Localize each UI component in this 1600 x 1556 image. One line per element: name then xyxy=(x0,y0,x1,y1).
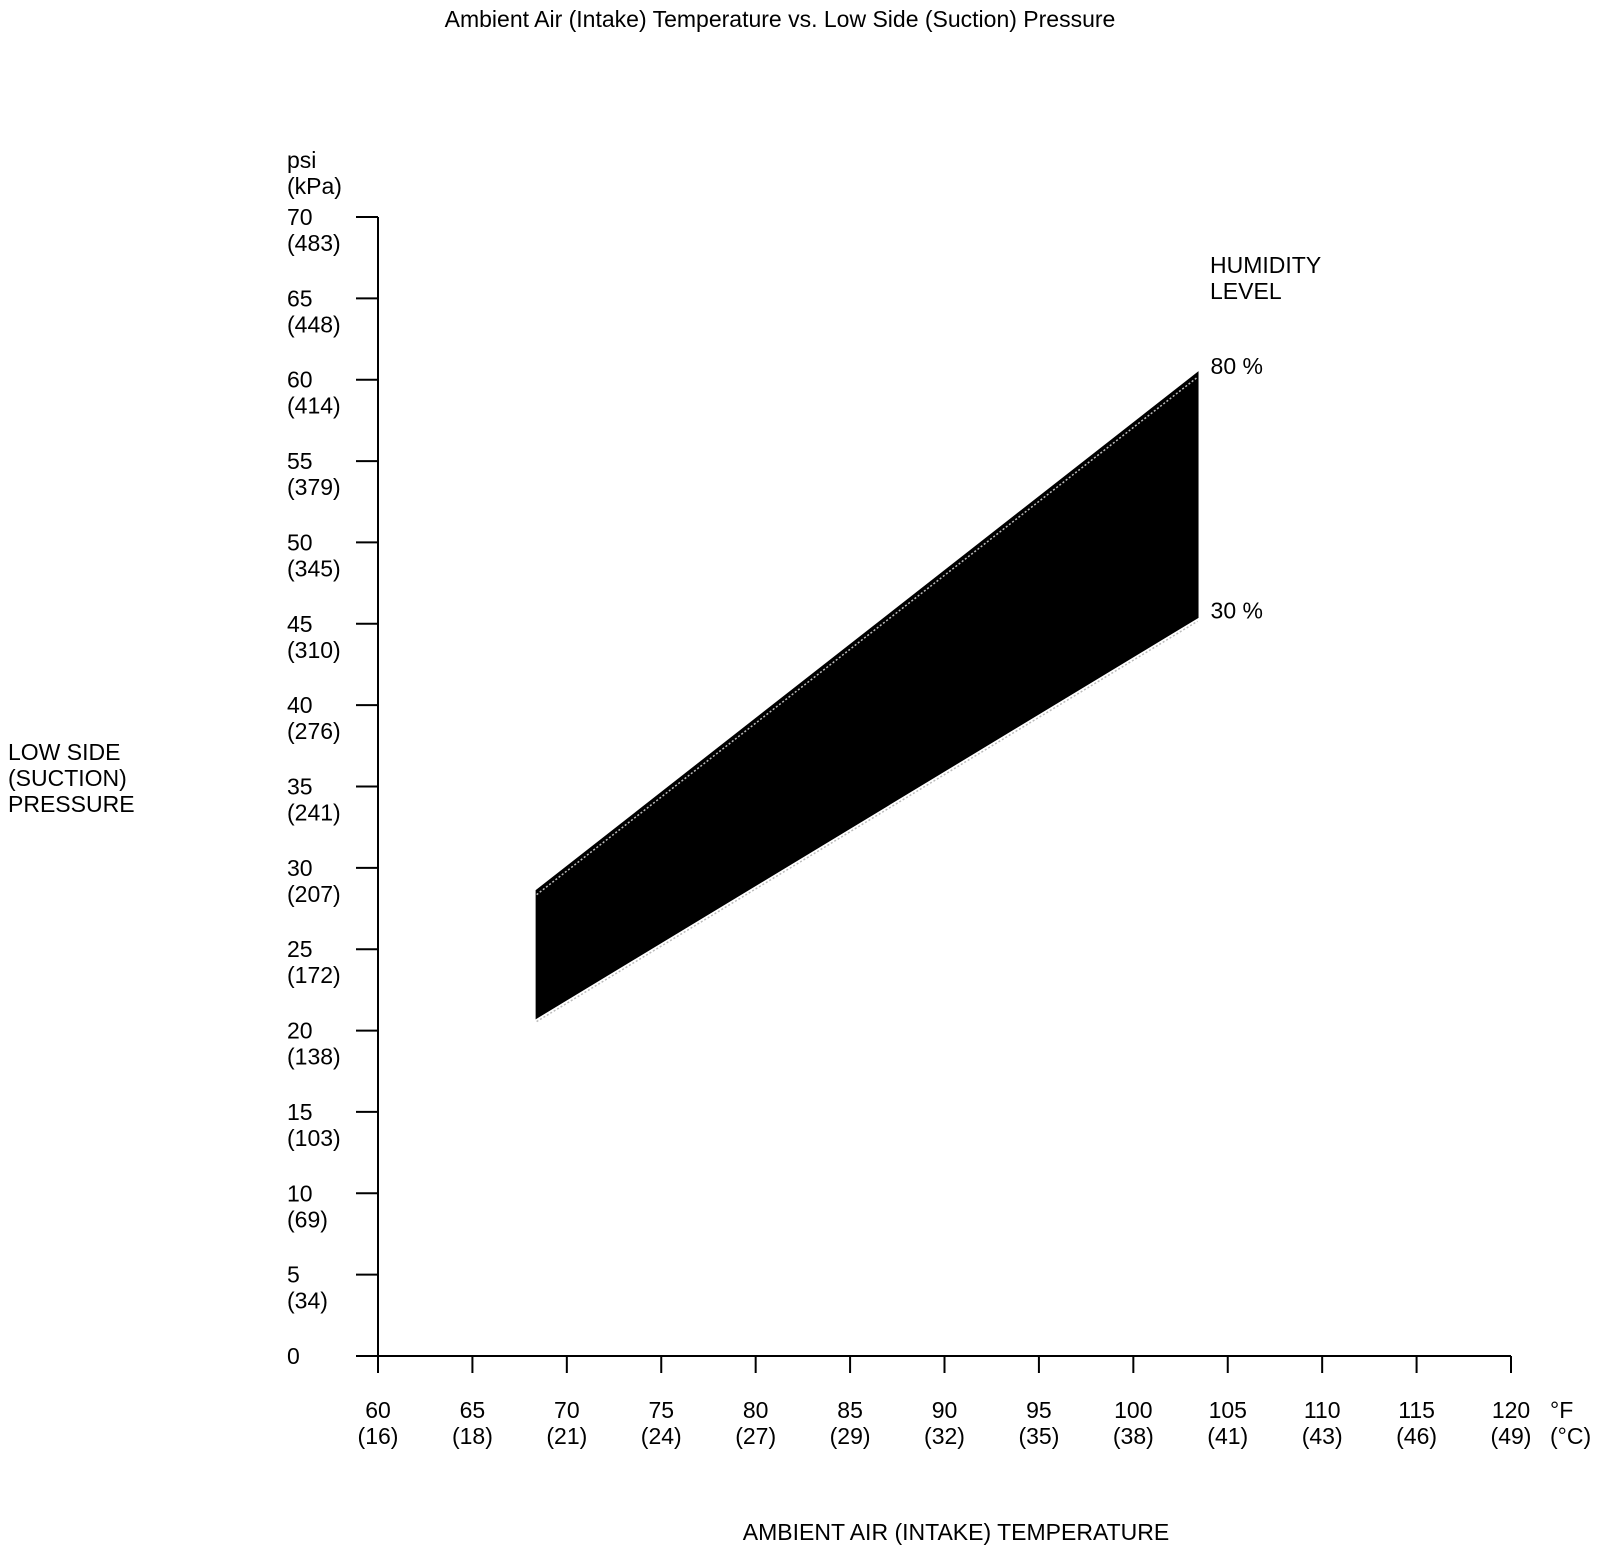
y-tick-sublabel: (207) xyxy=(287,881,341,907)
legend-title-line2: LEVEL xyxy=(1210,278,1282,304)
y-tick-label: 60 xyxy=(287,367,313,393)
x-tick-label: 60 xyxy=(365,1397,391,1423)
x-tick-sublabel: (21) xyxy=(546,1423,587,1449)
y-axis-title-line3: PRESSURE xyxy=(8,791,135,817)
x-tick-sublabel: (38) xyxy=(1113,1423,1154,1449)
y-tick-sublabel: (172) xyxy=(287,962,341,988)
x-tick-sublabel: (41) xyxy=(1207,1423,1248,1449)
y-tick-sublabel: (310) xyxy=(287,637,341,663)
x-tick-sublabel: (32) xyxy=(924,1423,965,1449)
x-unit-f: °F xyxy=(1550,1397,1573,1423)
x-tick-sublabel: (35) xyxy=(1018,1423,1059,1449)
y-tick-label: 0 xyxy=(287,1343,300,1369)
y-axis-title-line1: LOW SIDE xyxy=(8,739,120,765)
x-tick-sublabel: (16) xyxy=(358,1423,399,1449)
x-tick-sublabel: (29) xyxy=(830,1423,871,1449)
y-unit-kpa: (kPa) xyxy=(287,173,342,199)
x-tick-sublabel: (43) xyxy=(1302,1423,1343,1449)
x-tick-label: 90 xyxy=(932,1397,958,1423)
x-tick-sublabel: (18) xyxy=(452,1423,493,1449)
y-tick-sublabel: (241) xyxy=(287,800,341,826)
x-tick-label: 105 xyxy=(1209,1397,1247,1423)
y-tick-sublabel: (69) xyxy=(287,1206,328,1232)
y-tick-sublabel: (276) xyxy=(287,718,341,744)
y-tick-label: 10 xyxy=(287,1180,313,1206)
y-tick-label: 50 xyxy=(287,529,313,555)
x-tick-label: 75 xyxy=(648,1397,674,1423)
y-tick-label: 65 xyxy=(287,285,313,311)
series-label: 30 % xyxy=(1211,597,1263,623)
y-tick-label: 70 xyxy=(287,204,313,230)
y-unit-psi: psi xyxy=(287,147,316,173)
x-tick-label: 120 xyxy=(1492,1397,1530,1423)
humidity-band xyxy=(535,371,1199,1020)
x-tick-label: 115 xyxy=(1398,1397,1435,1423)
y-tick-sublabel: (345) xyxy=(287,555,341,581)
y-tick-label: 55 xyxy=(287,448,313,474)
y-tick-label: 5 xyxy=(287,1262,300,1288)
chart-title: Ambient Air (Intake) Temperature vs. Low… xyxy=(445,6,1116,32)
x-unit-c: (°C) xyxy=(1550,1423,1591,1449)
x-tick-label: 110 xyxy=(1304,1397,1341,1423)
y-axis-title-line2: (SUCTION) xyxy=(8,765,127,791)
y-tick-sublabel: (34) xyxy=(287,1288,328,1314)
legend-title-line1: HUMIDITY xyxy=(1210,252,1321,278)
y-tick-sublabel: (483) xyxy=(287,230,341,256)
series-label: 80 % xyxy=(1211,353,1263,379)
series-line-30 xyxy=(536,620,1198,1023)
x-tick-label: 65 xyxy=(460,1397,486,1423)
x-axis-title: AMBIENT AIR (INTAKE) TEMPERATURE xyxy=(743,1519,1169,1545)
y-tick-label: 25 xyxy=(287,936,313,962)
y-tick-sublabel: (448) xyxy=(287,311,341,337)
y-tick-sublabel: (379) xyxy=(287,474,341,500)
x-tick-label: 70 xyxy=(554,1397,580,1423)
y-tick-label: 30 xyxy=(287,855,313,881)
y-tick-label: 35 xyxy=(287,774,313,800)
y-tick-label: 20 xyxy=(287,1018,313,1044)
y-tick-sublabel: (414) xyxy=(287,393,341,419)
y-tick-label: 45 xyxy=(287,611,313,637)
x-tick-sublabel: (49) xyxy=(1491,1423,1532,1449)
y-tick-sublabel: (138) xyxy=(287,1044,341,1070)
x-tick-sublabel: (27) xyxy=(735,1423,776,1449)
x-tick-label: 95 xyxy=(1026,1397,1052,1423)
x-tick-sublabel: (46) xyxy=(1396,1423,1437,1449)
x-tick-sublabel: (24) xyxy=(641,1423,682,1449)
y-tick-label: 15 xyxy=(287,1099,313,1125)
y-tick-label: 40 xyxy=(287,692,313,718)
x-tick-label: 100 xyxy=(1114,1397,1152,1423)
x-tick-label: 80 xyxy=(743,1397,769,1423)
y-tick-sublabel: (103) xyxy=(287,1125,341,1151)
x-tick-label: 85 xyxy=(837,1397,863,1423)
